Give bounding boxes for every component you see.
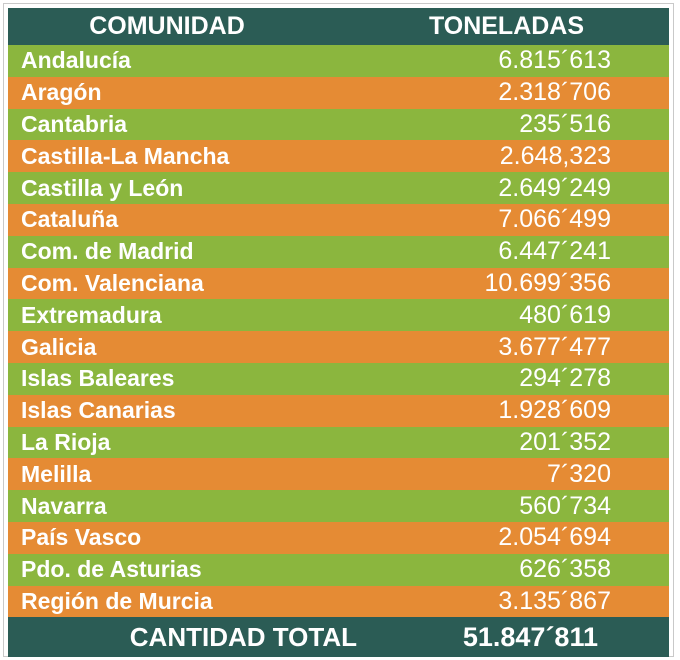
- table-row: La Rioja 201´352: [8, 426, 669, 459]
- total-label: CANTIDAD TOTAL: [129, 621, 357, 652]
- tonnage-value: 7.066´499: [498, 205, 611, 234]
- table-footer: CANTIDAD TOTAL 51.847´811: [8, 617, 669, 658]
- region-name: Cantabria: [21, 110, 128, 137]
- tonnage-value: 294´278: [519, 364, 611, 393]
- tonnage-value: 3.135´867: [498, 586, 611, 615]
- table-body: Andalucía 6.815´613 Aragón 2.318´706 Cantabr…: [8, 45, 669, 618]
- region-name: País Vasco: [21, 524, 142, 551]
- region-name: La Rioja: [21, 428, 111, 455]
- region-name: Cataluña: [21, 206, 119, 233]
- table-row: Extremadura 480´619: [8, 299, 669, 332]
- region-name: Pdo. de Asturias: [21, 556, 202, 583]
- tonnage-value: 626´358: [519, 555, 611, 584]
- region-name: Aragón: [21, 79, 102, 106]
- table-row: Melilla 7´320: [8, 458, 669, 491]
- table-row: Pdo. de Asturias 626´358: [8, 553, 669, 586]
- region-name: Andalucía: [21, 47, 131, 74]
- tonnage-value: 1.928´609: [498, 396, 611, 425]
- table-row: Navarra 560´734: [8, 490, 669, 522]
- tonnage-value: 6.447´241: [498, 237, 611, 266]
- tonnage-value: 2.318´706: [498, 78, 611, 107]
- table-row: Galicia 3.677´477: [8, 331, 669, 363]
- tonnage-value: 10.699´356: [484, 268, 611, 297]
- tonnage-value: 7´320: [547, 459, 611, 488]
- tonnage-value: 2.648,323: [499, 141, 611, 170]
- table-header: COMUNIDAD TONELADAS: [8, 8, 669, 45]
- region-name: Extremadura: [21, 301, 162, 328]
- tonnage-value: 480´619: [519, 300, 611, 329]
- tonnage-value: 201´352: [519, 427, 611, 456]
- tonnage-table: COMUNIDAD TONELADAS Andalucía 6.815´613 Ar…: [8, 8, 669, 658]
- column-header-toneladas: TONELADAS: [428, 12, 585, 40]
- column-header-comunidad: COMUNIDAD: [89, 12, 245, 40]
- table-row: Castilla-La Mancha 2.648,323: [8, 140, 669, 173]
- total-value: 51.847´811: [462, 621, 598, 652]
- table-row: Com. Valenciana 10.699´356: [8, 267, 669, 300]
- table-frame: COMUNIDAD TONELADAS Andalucía 6.815´613 Ar…: [3, 3, 674, 658]
- table-row: País Vasco 2.054´694: [8, 521, 669, 554]
- table-row: Com. de Madrid 6.447´241: [8, 235, 669, 268]
- region-name: Com. de Madrid: [21, 238, 194, 265]
- region-name: Islas Canarias: [21, 397, 176, 424]
- tonnage-value: 3.677´477: [498, 332, 611, 361]
- table-row: Cataluña 7.066´499: [8, 203, 669, 236]
- table-row: Región de Murcia 3.135´867: [8, 585, 669, 618]
- table-row: Cantabria 235´516: [8, 108, 669, 141]
- table-row: Islas Canarias 1.928´609: [8, 394, 669, 427]
- tonnage-value: 2.054´694: [498, 523, 611, 552]
- region-name: Galicia: [21, 333, 97, 360]
- region-name: Com. Valenciana: [21, 269, 204, 296]
- region-name: Castilla y León: [21, 174, 184, 201]
- tonnage-value: 560´734: [519, 491, 611, 520]
- table-row: Castilla y León 2.649´249: [8, 172, 669, 204]
- tonnage-value: 2.649´249: [498, 173, 611, 202]
- tonnage-value: 235´516: [519, 109, 611, 138]
- region-name: Navarra: [21, 492, 107, 519]
- table-row: Aragón 2.318´706: [8, 76, 669, 109]
- region-name: Melilla: [21, 460, 92, 487]
- region-name: Región de Murcia: [21, 587, 213, 614]
- table-row: Islas Baleares 294´278: [8, 362, 669, 395]
- region-name: Castilla-La Mancha: [21, 142, 230, 169]
- region-name: Islas Baleares: [21, 365, 175, 392]
- table-row: Andalucía 6.815´613: [8, 45, 669, 77]
- tonnage-value: 6.815´613: [498, 46, 611, 75]
